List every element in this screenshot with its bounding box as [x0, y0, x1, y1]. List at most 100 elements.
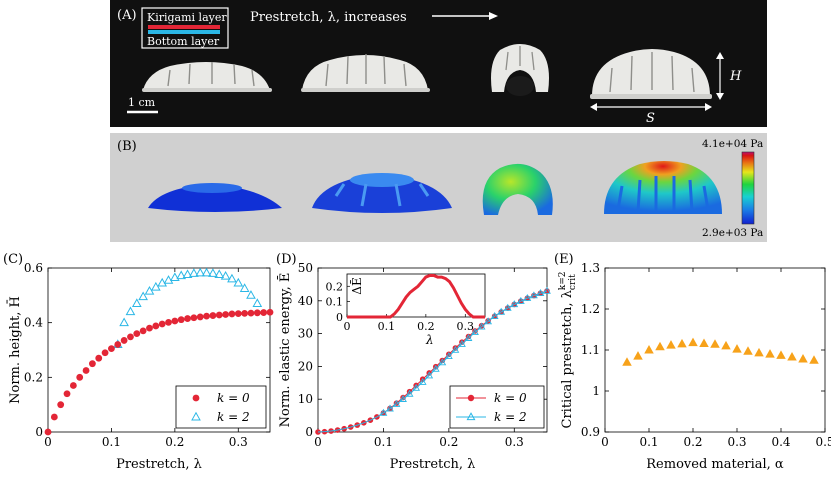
y-tick-label: 0.6	[24, 261, 43, 275]
legend-k0-marker	[192, 394, 200, 402]
k2-marker	[484, 317, 493, 325]
critical-prestretch-marker	[633, 351, 643, 360]
k0-marker	[69, 382, 77, 389]
legend-k2-marker	[466, 412, 476, 421]
x-tick-label: 0.5	[815, 435, 831, 449]
panel-d-label: (D)	[276, 252, 297, 267]
k0-marker	[234, 310, 242, 318]
k0-marker	[478, 322, 485, 329]
legend-k0-label: k = 0	[217, 391, 250, 405]
k2-marker	[399, 394, 407, 402]
critical-prestretch-marker	[809, 355, 819, 364]
fem-shell-1	[148, 183, 282, 212]
inset-x-axis-title: λ	[425, 333, 434, 347]
critical-prestretch-marker	[699, 338, 709, 347]
x-tick-label: 0.1	[102, 435, 121, 449]
y-axis-title: Norm. elastic energy, Ē	[277, 273, 293, 428]
shell-photo-1	[142, 62, 272, 92]
y-tick-label: 30	[298, 327, 313, 341]
k0-marker	[114, 341, 122, 348]
span-label: S	[646, 111, 655, 126]
colorbar-max-label: 4.1e+04 Pa	[702, 138, 763, 150]
k2-marker	[239, 283, 250, 292]
k2-marker	[176, 270, 187, 280]
k0-marker	[171, 317, 179, 325]
k2-marker	[503, 303, 512, 311]
k2-marker	[497, 307, 506, 315]
inset-x-tick-label: 0	[344, 320, 351, 333]
k0-marker	[158, 320, 166, 328]
legend-kirigami-layer: Kirigami layer	[147, 11, 227, 24]
k2-marker	[523, 293, 532, 301]
x-tick-label: 0.1	[374, 435, 393, 449]
k2-marker	[131, 298, 142, 307]
prestretch-arrowhead	[489, 12, 498, 20]
critical-prestretch-marker	[622, 357, 632, 366]
k0-marker	[63, 390, 71, 398]
k0-marker	[247, 309, 255, 317]
k2-marker	[138, 291, 148, 301]
k2-marker	[431, 364, 440, 372]
shell-photo-4	[590, 49, 712, 99]
legend-k2-label: k = 2	[217, 410, 250, 424]
plot-frame	[47, 267, 271, 433]
fem-shell-3	[482, 163, 553, 215]
inset-y-tick-label: 0.2	[326, 280, 344, 293]
colorbar	[741, 151, 755, 225]
k2-marker	[144, 286, 155, 295]
k0-marker	[253, 309, 261, 317]
k2-marker	[536, 289, 545, 297]
panel-a: (A) Kirigami layer Bottom layer Prestret…	[110, 0, 767, 127]
inset-y-tick-label: 0	[336, 311, 343, 324]
x-tick-label: 0.4	[771, 435, 790, 449]
k2-marker	[163, 275, 174, 284]
y-tick-label: 1.3	[581, 261, 600, 275]
x-tick-label: 0	[601, 435, 609, 449]
k0-marker	[222, 311, 230, 318]
k0-marker	[228, 310, 236, 318]
x-tick-label: 0	[44, 435, 52, 449]
k2-marker	[418, 377, 427, 385]
k2-marker	[201, 267, 212, 277]
k0-marker	[196, 313, 204, 321]
k2-marker	[246, 290, 256, 299]
k0-marker	[152, 322, 160, 330]
inset-x-tick-label: 0.1	[378, 320, 396, 333]
x-tick-label: 0.1	[639, 435, 658, 449]
x-tick-label: 0	[314, 435, 322, 449]
critical-prestretch-marker	[776, 350, 786, 359]
k2-marker	[425, 371, 434, 379]
y-tick-label: 0	[305, 425, 313, 439]
k2-marker	[119, 317, 129, 327]
chart-c: (C) 0 0.1 0.2 0.3 0 0.2 0.4 0.6 Prestretch, λ Norm…	[3, 252, 274, 472]
x-axis-title: Prestretch, λ	[390, 457, 476, 472]
k2-marker	[157, 277, 168, 287]
x-tick-label: 0.3	[229, 435, 248, 449]
k0-marker	[44, 428, 52, 436]
k0-marker	[165, 318, 172, 326]
k2-marker	[458, 339, 466, 347]
k2-marker	[471, 328, 479, 336]
panel-b: (B) 4.1e+04 Pa 2.9e+03 Pa	[110, 133, 767, 242]
plot-frame	[604, 267, 826, 433]
k2-marker	[405, 389, 414, 397]
y-tick-label: 40	[298, 294, 313, 308]
y-tick-label: 20	[298, 359, 313, 373]
x-axis-title: Removed material, α	[646, 457, 784, 472]
y-axis-title: Critical prestretch, λcritk=2	[558, 271, 578, 428]
critical-prestretch-marker	[798, 354, 808, 363]
x-tick-label: 0.3	[505, 435, 524, 449]
plot-frame	[317, 267, 548, 433]
k2-marker	[379, 408, 388, 416]
kirigami-layer-swatch	[148, 25, 220, 29]
inset-curve	[347, 274, 485, 319]
k2-marker	[530, 291, 538, 299]
critical-prestretch-marker	[666, 340, 676, 349]
inset-x-tick-label: 0.2	[417, 320, 435, 333]
k2-marker	[220, 270, 231, 280]
k0-marker	[89, 360, 96, 368]
y-tick-label: 0.2	[24, 370, 43, 384]
colorbar-min-label: 2.9e+03 Pa	[702, 227, 763, 239]
legend-k0-label: k = 0	[494, 391, 527, 405]
